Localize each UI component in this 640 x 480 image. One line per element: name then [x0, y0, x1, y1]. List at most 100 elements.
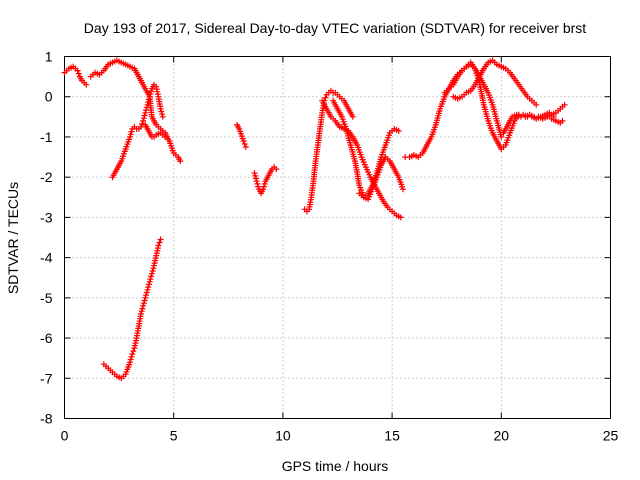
data-point: [254, 180, 261, 187]
y-tick-label: -8: [40, 411, 53, 427]
series-sat-o: [500, 101, 568, 136]
y-tick-label: -7: [40, 370, 53, 386]
data-point: [273, 166, 280, 173]
x-axis-label: GPS time / hours: [282, 458, 389, 474]
data-point: [253, 175, 259, 182]
data-point: [155, 242, 162, 249]
data-point: [561, 101, 568, 108]
data-point: [143, 292, 149, 299]
data-point: [141, 112, 148, 119]
y-tick-label: -6: [40, 330, 53, 346]
y-axis-label: SDTVAR / TECUs: [5, 182, 21, 294]
data-point: [162, 133, 168, 140]
data-point: [139, 305, 146, 312]
y-tick-label: -4: [40, 250, 53, 266]
data-point: [177, 158, 184, 165]
x-tick-label: 5: [170, 428, 178, 444]
series-sat-f: [234, 121, 249, 150]
series-sat-c: [109, 81, 166, 181]
y-tick-label: -3: [40, 209, 53, 225]
data-point: [148, 270, 155, 277]
data-point: [128, 353, 135, 360]
data-point: [137, 310, 144, 317]
data-point: [144, 101, 151, 108]
x-tick-label: 10: [275, 428, 291, 444]
series-sat-e: [100, 236, 164, 382]
series-sat-k: [356, 125, 402, 201]
series-sat-n: [450, 57, 540, 108]
data-point: [158, 108, 165, 115]
data-point: [143, 289, 150, 296]
y-tick-label: -5: [40, 290, 53, 306]
data-point: [145, 99, 152, 106]
data-point: [149, 268, 156, 274]
data-point: [261, 180, 268, 187]
data-point: [140, 115, 147, 122]
data-point: [156, 239, 163, 246]
data-point: [142, 109, 149, 116]
x-tick-label: 0: [61, 428, 69, 444]
data-points: [61, 57, 568, 382]
data-point: [242, 144, 249, 150]
data-point: [241, 141, 248, 147]
data-point: [148, 88, 155, 95]
data-point: [157, 236, 164, 243]
data-point: [252, 172, 259, 179]
y-tick-label: -1: [40, 129, 53, 145]
data-point: [83, 81, 90, 88]
plot-frame: [64, 56, 611, 419]
data-point: [148, 273, 155, 280]
data-point: [349, 113, 356, 120]
data-point: [140, 300, 147, 307]
series-sat-h: [301, 87, 356, 215]
y-tick-label: -2: [40, 169, 53, 185]
data-point: [140, 302, 147, 309]
series-sat-g: [251, 164, 280, 197]
data-point: [498, 133, 505, 140]
axis-ticks: 0 5 10 15 20 25 -8 -7 -6 -5 -4 -3 -2 -1 0 1: [40, 49, 618, 444]
data-point: [127, 356, 134, 363]
data-point: [130, 348, 137, 355]
y-tick-label: 0: [45, 89, 53, 105]
chart-title: Day 193 of 2017, Sidereal Day-to-day VTE…: [84, 20, 586, 36]
data-point: [146, 93, 153, 100]
x-tick-label: 15: [384, 428, 400, 444]
grid: [64, 56, 611, 419]
data-point: [141, 297, 148, 304]
data-point: [240, 138, 247, 144]
data-point: [400, 186, 406, 193]
data-point: [559, 117, 566, 124]
data-point: [253, 178, 260, 185]
data-point: [137, 123, 144, 130]
data-point: [127, 131, 134, 138]
data-point: [147, 276, 154, 283]
data-point: [322, 94, 329, 101]
y-tick-label: 1: [45, 49, 53, 65]
data-point: [145, 96, 152, 103]
data-point: [139, 120, 145, 127]
data-point: [145, 281, 152, 288]
data-point: [75, 70, 82, 77]
data-point: [145, 284, 152, 291]
data-point: [127, 359, 133, 366]
x-tick-label: 20: [494, 428, 510, 444]
data-point: [143, 107, 149, 114]
data-point: [261, 183, 267, 190]
data-point: [129, 351, 136, 358]
data-point: [144, 286, 151, 293]
data-point: [128, 128, 135, 135]
data-point: [74, 67, 81, 74]
series-sat-d: [142, 121, 168, 140]
data-point: [159, 111, 166, 118]
data-point: [251, 170, 258, 177]
data-point: [157, 105, 164, 112]
x-tick-label: 25: [603, 428, 619, 444]
series-sat-p: [548, 115, 566, 126]
data-point: [140, 117, 147, 124]
data-point: [533, 101, 540, 108]
data-point: [395, 127, 402, 134]
data-point: [159, 113, 166, 120]
series-sat-a: [61, 63, 90, 88]
